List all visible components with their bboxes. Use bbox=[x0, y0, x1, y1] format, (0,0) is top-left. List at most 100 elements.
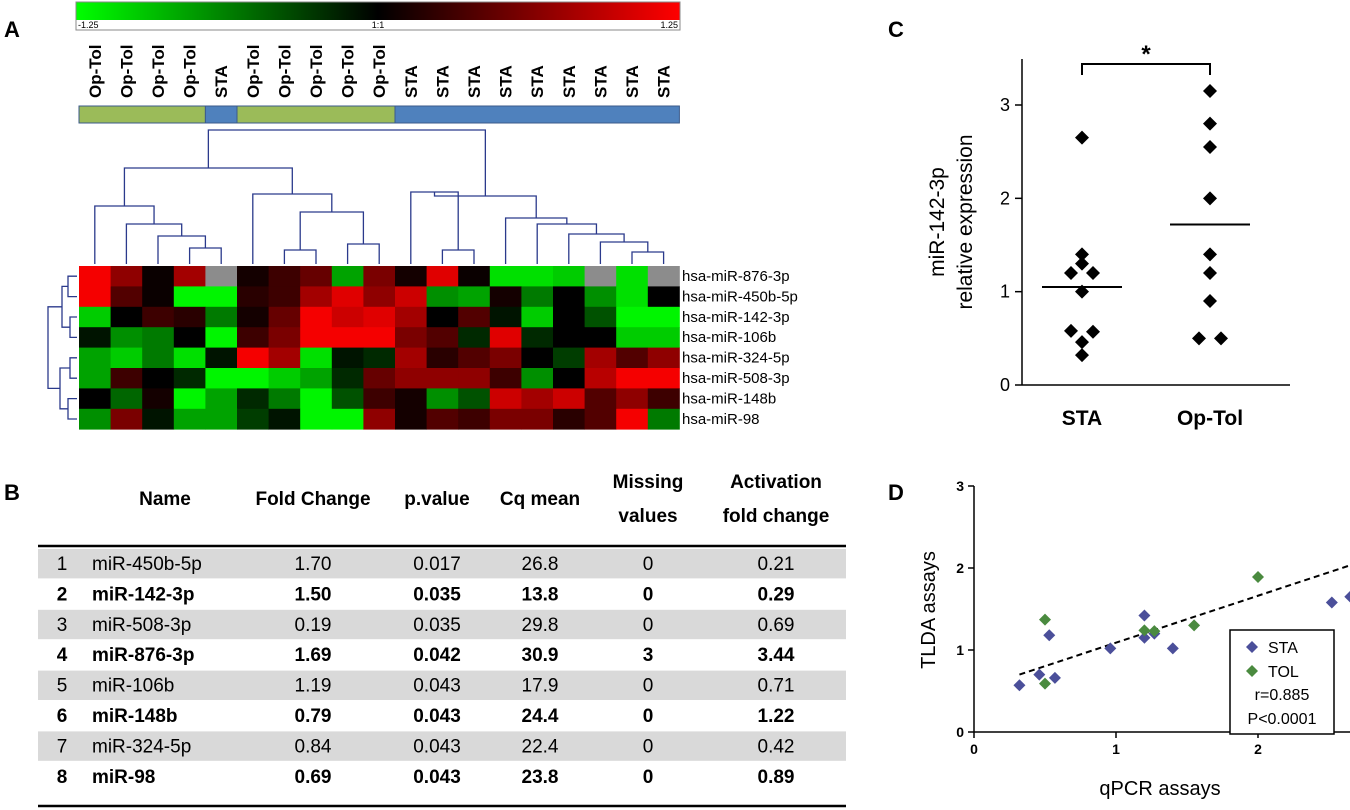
c-data-point bbox=[1086, 266, 1100, 280]
c-data-point bbox=[1075, 335, 1089, 350]
heatmap-cell bbox=[110, 347, 143, 369]
table-cell-activation: 0.89 bbox=[758, 767, 795, 788]
table-cell-name: miR-324-5p bbox=[92, 736, 191, 757]
table-cell-missing: 0 bbox=[643, 767, 654, 788]
heatmap-cell bbox=[647, 368, 680, 389]
heatmap-cell bbox=[142, 266, 175, 287]
table-cell-index: 5 bbox=[57, 676, 68, 697]
table-header: Activation bbox=[730, 472, 822, 493]
table-cell-name: miR-450b-5p bbox=[92, 554, 202, 575]
heatmap-cell bbox=[363, 347, 396, 369]
heatmap-row-labels: hsa-miR-876-3p hsa-miR-450b-5p hsa-miR-142… bbox=[682, 268, 798, 428]
column-label: Op-Tol bbox=[86, 45, 105, 99]
column-dendrogram-branch bbox=[410, 191, 459, 264]
d-legend-marker bbox=[1246, 641, 1258, 653]
column-dendrogram-branch bbox=[188, 247, 222, 264]
heatmap-cell bbox=[268, 306, 301, 328]
heatmap-cell bbox=[616, 408, 649, 430]
row-label: hsa-miR-98 bbox=[682, 411, 760, 428]
heatmap-cell bbox=[584, 306, 617, 328]
heatmap-cell bbox=[426, 368, 459, 389]
heatmap-cell bbox=[426, 347, 459, 369]
heatmap-cell bbox=[110, 368, 143, 389]
column-label: Op-Tol bbox=[117, 45, 136, 99]
c-y-axis-label-line2: relative expression bbox=[954, 134, 977, 309]
d-x-tick-label: 0 bbox=[970, 741, 978, 757]
heatmap-cell bbox=[616, 286, 649, 308]
heatmap-cell bbox=[173, 306, 206, 328]
heatmap-cell bbox=[79, 266, 111, 287]
table-header-line2: values bbox=[618, 506, 677, 527]
heatmap-cell bbox=[300, 347, 333, 369]
table-cell-fold-change: 1.70 bbox=[295, 554, 332, 575]
table-cell-activation: 3.44 bbox=[758, 645, 795, 666]
table-cell-p-value: 0.035 bbox=[413, 584, 461, 605]
heatmap-cell bbox=[79, 327, 111, 348]
row-dendrogram-branch bbox=[67, 275, 77, 298]
heatmap-cell bbox=[395, 327, 427, 348]
heatmap-cell bbox=[237, 408, 269, 430]
table-cell-index: 2 bbox=[57, 584, 68, 605]
table-cell-activation: 0.21 bbox=[758, 554, 795, 575]
heatmap-cell bbox=[205, 306, 238, 328]
heatmap-cell bbox=[110, 286, 143, 308]
row-label: hsa-miR-450b-5p bbox=[682, 288, 798, 305]
heatmap-cell bbox=[268, 368, 301, 389]
heatmap-column-labels: Op-Tol Op-Tol Op-Tol Op-Tol STA Op-Tol Op-Tol O… bbox=[86, 45, 674, 99]
table-row-shade bbox=[38, 731, 846, 761]
d-stat-annotation: P<0.0001 bbox=[1248, 711, 1317, 728]
heatmap-cell bbox=[268, 347, 301, 369]
table-cell-p-value: 0.043 bbox=[413, 736, 461, 757]
table-cell-cq-mean: 24.4 bbox=[522, 706, 559, 727]
heatmap-cell bbox=[458, 327, 491, 348]
table-cell-cq-mean: 23.8 bbox=[522, 767, 559, 788]
table-cell-activation: 0.29 bbox=[758, 584, 795, 605]
column-dendrogram-branch bbox=[568, 233, 625, 264]
heatmap-cell bbox=[205, 286, 238, 308]
heatmap-cell bbox=[331, 368, 364, 389]
c-significance-star: * bbox=[1141, 41, 1151, 68]
heatmap-cell bbox=[616, 327, 649, 348]
table-header: Name bbox=[139, 489, 191, 510]
d-sta-point bbox=[1048, 671, 1061, 684]
heatmap-cell bbox=[647, 327, 680, 348]
table-cell-p-value: 0.043 bbox=[413, 767, 461, 788]
d-y-tick-label: 3 bbox=[956, 478, 964, 494]
d-sta-point bbox=[1325, 596, 1338, 609]
c-y-tick-label: 3 bbox=[1000, 95, 1010, 115]
heatmap-cell bbox=[205, 266, 238, 287]
heatmap-cell bbox=[521, 368, 554, 389]
heatmap-cell bbox=[237, 327, 269, 348]
heatmap-cell bbox=[426, 327, 459, 348]
heatmap-cell bbox=[268, 266, 301, 287]
heatmap-cell bbox=[300, 408, 333, 430]
heatmap-cell bbox=[331, 347, 364, 369]
heatmap-cell bbox=[331, 327, 364, 348]
heatmap-cell bbox=[553, 368, 585, 389]
table-header-line2: fold change bbox=[723, 506, 830, 527]
column-dendrogram-branch bbox=[123, 167, 293, 206]
heatmap-cell bbox=[142, 347, 175, 369]
heatmap-cell bbox=[647, 306, 680, 328]
heatmap-cell bbox=[616, 306, 649, 328]
heatmap-cell bbox=[458, 388, 491, 410]
heatmap-cell bbox=[79, 306, 111, 328]
table-cell-missing: 0 bbox=[643, 615, 654, 636]
column-label: STA bbox=[433, 65, 452, 98]
heatmap-cell bbox=[331, 306, 364, 328]
c-data-point bbox=[1203, 266, 1217, 280]
table-cell-p-value: 0.035 bbox=[413, 615, 461, 636]
d-tol-point bbox=[1252, 571, 1264, 584]
heatmap-cell bbox=[237, 306, 269, 328]
heatmap-cell bbox=[521, 286, 554, 308]
color-scale-bar: -1.25 1:1 1.25 bbox=[75, 1, 681, 31]
heatmap-cell bbox=[426, 306, 459, 328]
heatmap-cell bbox=[489, 368, 522, 389]
heatmap-cell bbox=[331, 266, 364, 287]
heatmap-cell bbox=[584, 368, 617, 389]
column-dendrogram-branch bbox=[346, 243, 380, 264]
column-label: Op-Tol bbox=[244, 45, 263, 99]
heatmap-cell bbox=[395, 347, 427, 369]
table-cell-cq-mean: 26.8 bbox=[522, 554, 559, 575]
